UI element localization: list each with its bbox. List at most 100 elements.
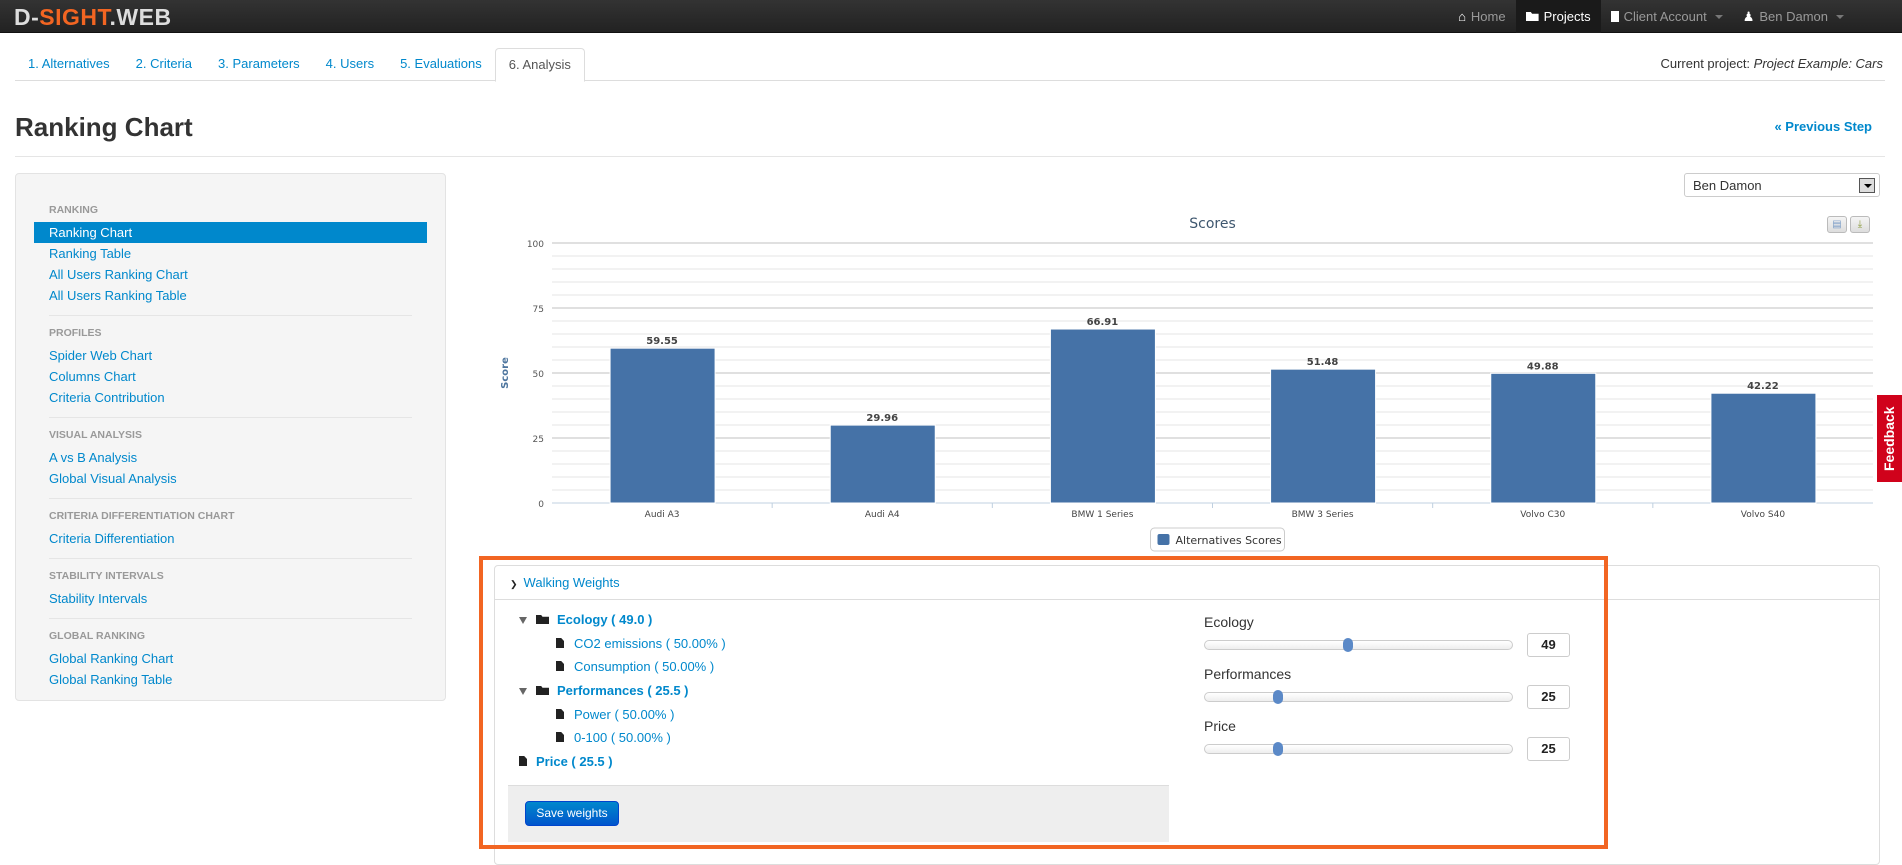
logo-prefix: D-	[14, 4, 40, 30]
weight-slider[interactable]	[1204, 690, 1513, 704]
slider-handle[interactable]	[1272, 690, 1283, 704]
user-select[interactable]: Ben Damon	[1684, 173, 1880, 197]
download-icon[interactable]: ⤓	[1850, 216, 1870, 233]
file-icon	[556, 709, 564, 719]
legend-swatch[interactable]	[1157, 534, 1170, 545]
book-icon	[1610, 11, 1619, 22]
y-tick-label: 100	[527, 240, 544, 250]
y-tick-label: 0	[538, 500, 544, 510]
page-title: Ranking Chart	[15, 112, 193, 142]
sidebar-item-all-users-ranking-chart[interactable]: All Users Ranking Chart	[49, 267, 188, 282]
tree-node-group[interactable]: Ecology ( 49.0 )	[519, 612, 652, 627]
data-label: 51.48	[1307, 357, 1339, 368]
tree-node-leaf[interactable]: Power ( 50.00% )	[556, 707, 674, 722]
bar-audi-a3[interactable]	[609, 347, 716, 504]
tree-node-leaf[interactable]: 0-100 ( 50.00% )	[556, 730, 671, 745]
bar-volvo-c30[interactable]	[1490, 372, 1597, 504]
tab-alternatives[interactable]: 1. Alternatives	[28, 56, 110, 71]
folder-icon	[1525, 12, 1539, 21]
expand-triangle-icon[interactable]	[519, 617, 527, 624]
slider-value-input[interactable]: 25	[1527, 737, 1570, 761]
tab-evaluations[interactable]: 5. Evaluations	[400, 56, 482, 71]
tree-node-label: 0-100 ( 50.00% )	[574, 730, 671, 745]
tree-node-leaf[interactable]: CO2 emissions ( 50.00% )	[556, 636, 726, 651]
sidebar-item-global-visual-analysis[interactable]: Global Visual Analysis	[49, 471, 177, 486]
sidebar-section-header: Criteria Differentiation Chart	[49, 510, 235, 522]
previous-step-link[interactable]: « Previous Step	[1774, 119, 1872, 134]
data-label: 29.96	[866, 413, 898, 424]
chevron-down-icon: ❯	[510, 579, 518, 589]
slider-value-input[interactable]: 49	[1527, 633, 1570, 657]
chevron-down-icon[interactable]	[1859, 178, 1875, 193]
tree-node-group[interactable]: Price ( 25.5 )	[519, 754, 613, 769]
legend-label[interactable]: Alternatives Scores	[1176, 534, 1282, 547]
print-icon[interactable]: ▤	[1827, 216, 1847, 233]
slider-handle[interactable]	[1272, 742, 1283, 756]
current-project-name: Project Example: Cars	[1753, 56, 1883, 71]
divider	[15, 156, 1885, 157]
sidebar-item-criteria-differentiation[interactable]: Criteria Differentiation	[49, 531, 175, 546]
nav-home[interactable]: ⌂ Home	[1448, 0, 1516, 33]
sidebar-section-header: Ranking	[49, 204, 98, 216]
nav-client-account[interactable]: Client Account	[1601, 0, 1733, 33]
sidebar-item-stability-intervals[interactable]: Stability Intervals	[49, 591, 148, 606]
current-project-label: Current project:	[1660, 56, 1751, 71]
sidebar-item-ranking-table[interactable]: Ranking Table	[49, 246, 132, 261]
expand-triangle-icon[interactable]	[519, 688, 527, 695]
bar-bmw-1-series[interactable]	[1049, 328, 1156, 504]
feedback-tab[interactable]: Feedback	[1877, 395, 1902, 482]
sidebar-item-criteria-contribution[interactable]: Criteria Contribution	[49, 390, 165, 405]
slider-label: Price	[1204, 718, 1236, 734]
sidebar-item-all-users-ranking-table[interactable]: All Users Ranking Table	[49, 288, 187, 303]
x-tick-label: BMW 3 Series	[1292, 510, 1354, 520]
tab-criteria[interactable]: 2. Criteria	[135, 56, 193, 71]
tree-node-leaf[interactable]: Consumption ( 50.00% )	[556, 659, 714, 674]
data-label: 66.91	[1087, 317, 1119, 328]
bar-audi-a4[interactable]	[829, 424, 936, 504]
nav-projects[interactable]: Projects	[1515, 0, 1601, 33]
bar-bmw-3-series[interactable]	[1270, 368, 1377, 504]
y-tick-label: 75	[533, 305, 544, 315]
tab-users[interactable]: 4. Users	[325, 56, 375, 71]
sidebar-item-columns-chart[interactable]: Columns Chart	[49, 369, 136, 384]
tab-parameters[interactable]: 3. Parameters	[218, 56, 300, 71]
nav-client-account-label: Client Account	[1623, 8, 1707, 24]
slider-handle[interactable]	[1342, 638, 1353, 652]
sidebar-item-global-ranking-chart[interactable]: Global Ranking Chart	[49, 651, 174, 666]
tree-node-label: Performances ( 25.5 )	[557, 683, 689, 698]
logo[interactable]: D-SIGHT.WEB	[14, 4, 172, 31]
logo-suffix: .WEB	[109, 4, 172, 30]
nav-user[interactable]: ♟ Ben Damon	[1733, 0, 1854, 33]
y-tick-label: 25	[533, 435, 544, 445]
user-icon: ♟	[1742, 8, 1755, 24]
logo-highlight: SIGHT	[39, 4, 110, 30]
sidebar-item-global-ranking-table[interactable]: Global Ranking Table	[49, 672, 173, 687]
sidebar-divider	[49, 315, 412, 316]
weight-slider[interactable]	[1204, 638, 1513, 652]
weight-slider[interactable]	[1204, 742, 1513, 756]
tree-node-group[interactable]: Performances ( 25.5 )	[519, 683, 689, 698]
save-weights-button[interactable]: Save weights	[525, 801, 619, 826]
slider-label: Ecology	[1204, 614, 1254, 630]
scores-chart: Scores 0 25 50 75 100 Score 59.55 Audi A3 29.96 Au…	[500, 216, 1873, 552]
x-tick-label: Volvo C30	[1520, 510, 1565, 520]
slider-value-input[interactable]: 25	[1527, 685, 1570, 709]
bar-volvo-s40[interactable]	[1710, 392, 1817, 504]
sidebar-item-ranking-chart[interactable]: Ranking Chart	[34, 222, 427, 243]
sidebar-item-a-vs-b-analysis[interactable]: A vs B Analysis	[49, 450, 138, 465]
current-project: Current project: Project Example: Cars	[1660, 56, 1883, 71]
sidebar-divider	[49, 618, 412, 619]
tree-node-label: Power ( 50.00% )	[574, 707, 675, 722]
chart-title: Scores	[1189, 216, 1236, 232]
tree-node-label: Price ( 25.5 )	[536, 754, 613, 769]
x-tick-label: Audi A4	[865, 510, 900, 520]
file-icon	[556, 661, 564, 671]
walking-weights-title: Walking Weights	[523, 575, 620, 590]
tree-node-label: CO2 emissions ( 50.00% )	[574, 636, 726, 651]
sidebar-divider	[49, 498, 412, 499]
tab-analysis[interactable]: 6. Analysis	[494, 48, 585, 82]
slider-label: Performances	[1204, 666, 1292, 682]
sidebar-item-spider-web-chart[interactable]: Spider Web Chart	[49, 348, 153, 363]
walking-weights-toggle[interactable]: ❯ Walking Weights	[495, 566, 1879, 600]
sidebar-section-header: Profiles	[49, 327, 102, 339]
